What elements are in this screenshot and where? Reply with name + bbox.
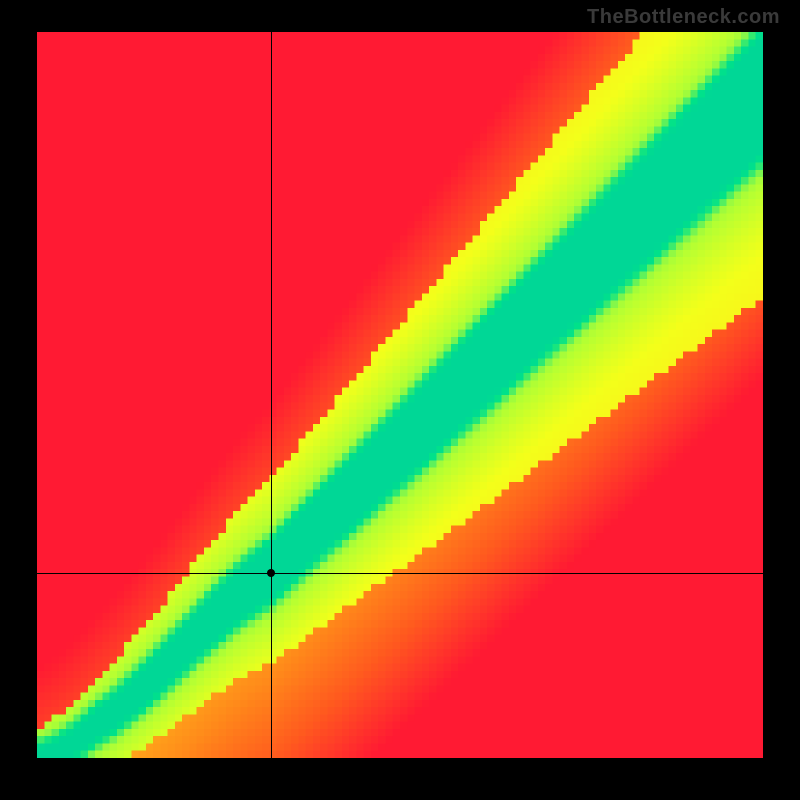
heatmap-plot [37, 32, 763, 758]
crosshair-horizontal [37, 573, 763, 574]
heatmap-canvas [37, 32, 763, 758]
crosshair-vertical [271, 32, 272, 758]
data-point-marker [267, 569, 275, 577]
watermark-text: TheBottleneck.com [587, 6, 780, 29]
